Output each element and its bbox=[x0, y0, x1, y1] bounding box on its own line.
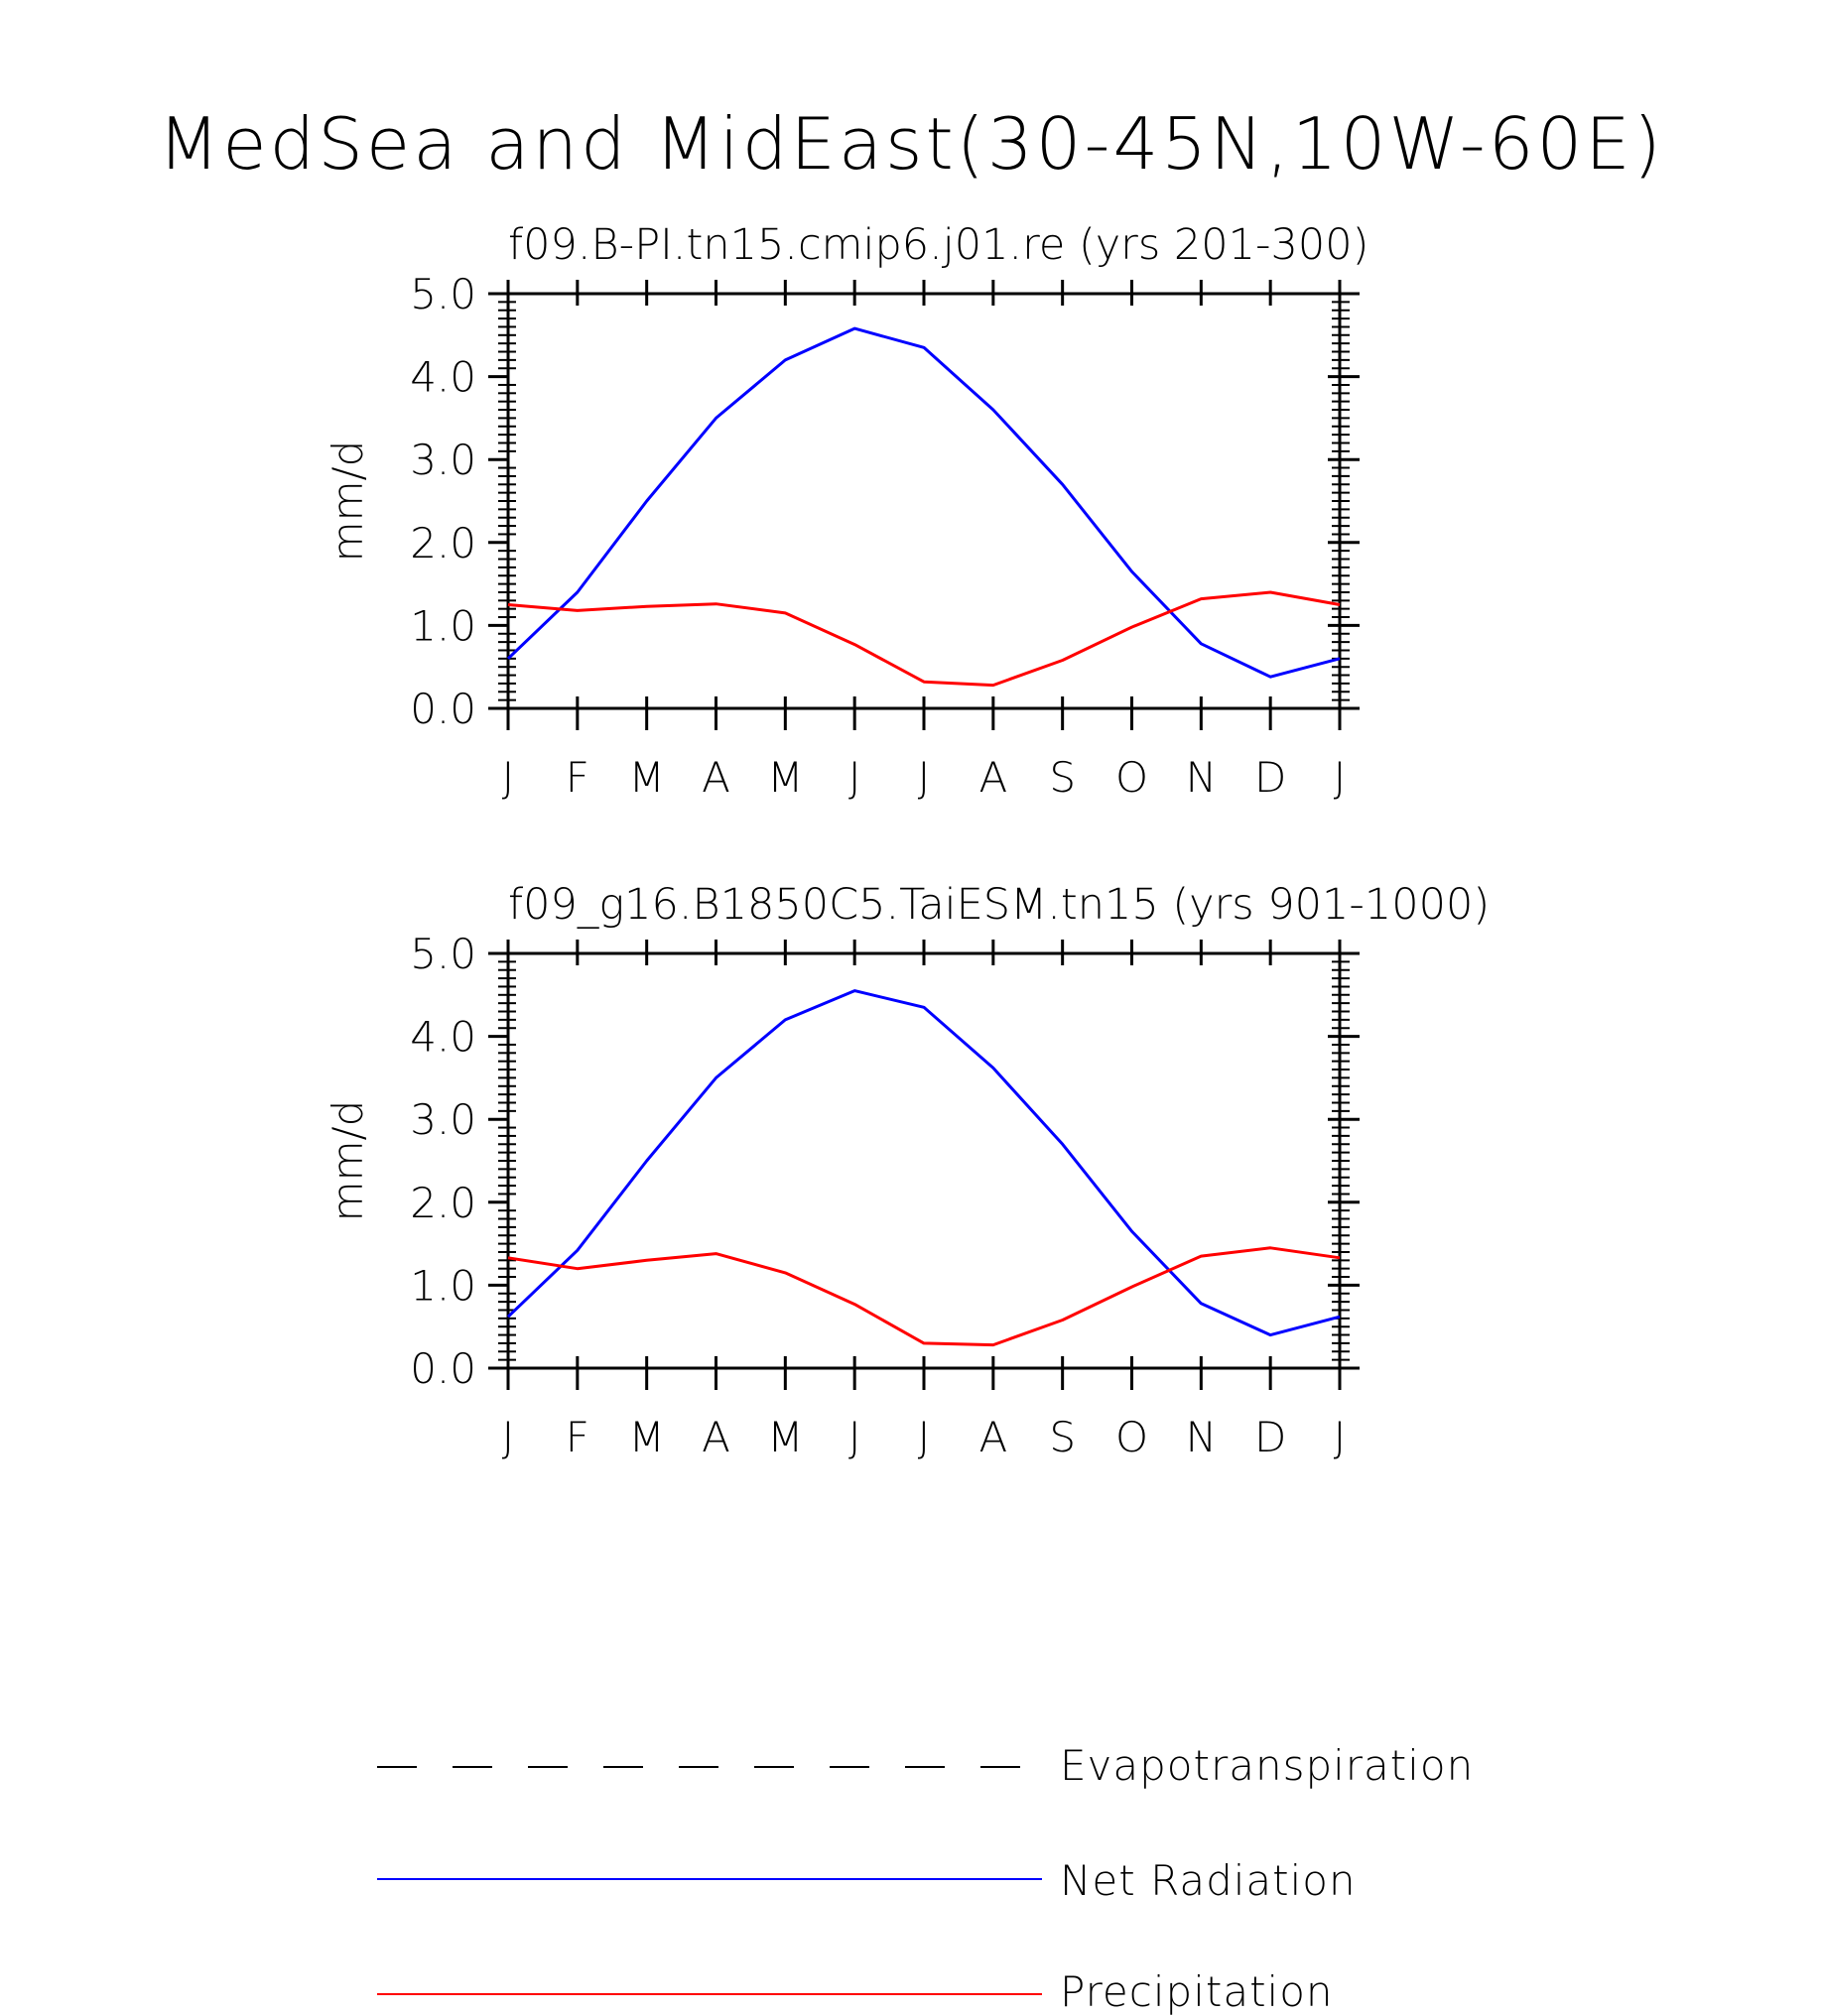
y-axis-label: mm/d bbox=[324, 1100, 372, 1222]
y-tick-label: 1.0 bbox=[410, 601, 476, 650]
y-tick-label: 5.0 bbox=[410, 930, 476, 978]
legend-label-precipitation: Precipitation bbox=[1060, 1967, 1334, 2016]
x-tick-label: J bbox=[918, 753, 930, 802]
y-tick-label: 3.0 bbox=[410, 436, 476, 484]
x-tick-label: N bbox=[1186, 753, 1217, 802]
panel-title: f09_g16.B1850C5.TaiESM.tn15 (yrs 901-100… bbox=[508, 880, 1490, 930]
x-tick-label: F bbox=[566, 753, 589, 802]
y-tick-label: 4.0 bbox=[410, 353, 476, 402]
x-tick-label: A bbox=[702, 1413, 730, 1461]
x-tick-label: A bbox=[978, 753, 1007, 802]
legend-label-evapotranspiration: Evapotranspiration bbox=[1060, 1741, 1474, 1790]
y-axis-label: mm/d bbox=[324, 441, 372, 563]
x-tick-label: M bbox=[767, 1413, 803, 1461]
series-line-net-radiation bbox=[506, 989, 1341, 1337]
x-tick-label: N bbox=[1186, 1413, 1217, 1461]
x-tick-label: S bbox=[1049, 753, 1076, 802]
y-tick-label: 5.0 bbox=[410, 270, 476, 318]
panel-2: f09_g16.B1850C5.TaiESM.tn15 (yrs 901-100… bbox=[324, 880, 1490, 1461]
y-tick-label: 0.0 bbox=[410, 1344, 476, 1393]
legend: Evapotranspiration Net Radiation Precipi… bbox=[377, 1741, 1474, 2016]
y-tick-label: 4.0 bbox=[410, 1013, 476, 1062]
x-tick-label: J bbox=[502, 753, 514, 802]
y-tick-label: 2.0 bbox=[410, 519, 476, 567]
x-tick-label: J bbox=[502, 1413, 514, 1461]
x-tick-label: F bbox=[566, 1413, 589, 1461]
series-line-precipitation bbox=[507, 1246, 1341, 1347]
panel-title: f09.B-PI.tn15.cmip6.j01.re (yrs 201-300) bbox=[508, 220, 1368, 270]
x-tick-label: M bbox=[629, 1413, 665, 1461]
series-line-precipitation bbox=[507, 590, 1341, 688]
x-tick-label: D bbox=[1254, 753, 1286, 802]
y-tick-label: 2.0 bbox=[410, 1179, 476, 1227]
x-tick-label: J bbox=[1334, 1413, 1346, 1461]
x-tick-label: O bbox=[1115, 753, 1148, 802]
x-tick-label: O bbox=[1115, 1413, 1148, 1461]
plot-frame bbox=[506, 292, 1342, 710]
main-title: MedSea and MidEast(30-45N,10W-60E) bbox=[158, 102, 1664, 186]
y-tick-label: 1.0 bbox=[410, 1261, 476, 1310]
x-tick-label: J bbox=[918, 1413, 930, 1461]
x-tick-label: D bbox=[1254, 1413, 1286, 1461]
x-tick-label: M bbox=[767, 753, 803, 802]
x-tick-label: A bbox=[702, 753, 730, 802]
x-tick-label: J bbox=[1334, 753, 1346, 802]
x-tick-label: M bbox=[629, 753, 665, 802]
x-tick-label: J bbox=[848, 1413, 860, 1461]
y-tick-label: 3.0 bbox=[410, 1095, 476, 1144]
series-line-net-radiation bbox=[506, 326, 1341, 679]
y-tick-label: 0.0 bbox=[410, 685, 476, 733]
plot-frame bbox=[506, 951, 1342, 1370]
x-tick-label: S bbox=[1049, 1413, 1076, 1461]
legend-label-net-radiation: Net Radiation bbox=[1060, 1856, 1357, 1905]
x-tick-label: J bbox=[848, 753, 860, 802]
panel-1: f09.B-PI.tn15.cmip6.j01.re (yrs 201-300)… bbox=[324, 220, 1368, 802]
x-tick-label: A bbox=[978, 1413, 1007, 1461]
